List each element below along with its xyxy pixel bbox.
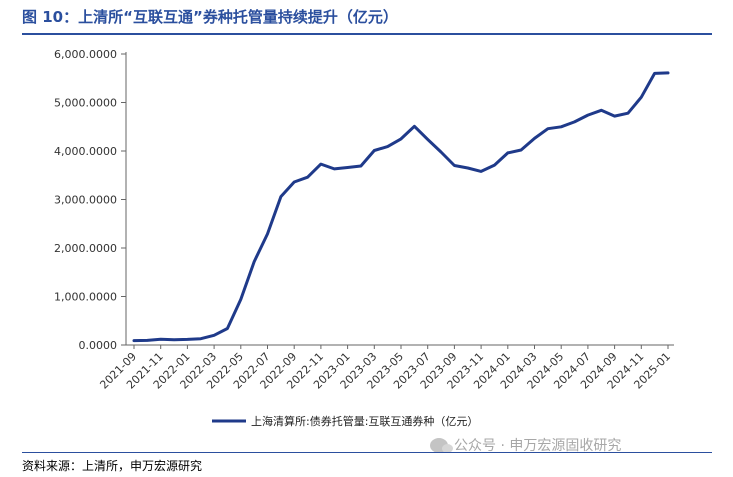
source-note: 资料来源：上清所，申万宏源研究 (22, 459, 203, 473)
y-axis: 0.0000 1,000.0000 2,000.0000 3,000.0000 4,00… (54, 48, 127, 352)
y-tick-label: 4,000.0000 (54, 145, 117, 158)
footer-divider (22, 452, 712, 453)
series-line (132, 71, 670, 343)
series-group (132, 71, 670, 343)
y-tick-label: 5,000.0000 (54, 97, 117, 110)
x-axis: 2021-092021-112022-012022-032022-052022-… (97, 344, 674, 392)
watermark-text: 公众号 · 申万宏源固收研究 (454, 438, 622, 454)
y-tick-label: 2,000.0000 (54, 242, 117, 255)
title-divider (22, 33, 712, 35)
y-tick-label: 3,000.0000 (54, 194, 117, 207)
y-tick-label: 1,000.0000 (54, 291, 117, 304)
wechat-icon (430, 437, 453, 453)
watermark: 公众号 · 申万宏源固收研究 (430, 435, 621, 455)
figure-title: 图 10：上清所“互联互通”券种托管量持续提升（亿元） (22, 8, 398, 26)
y-tick-label: 6,000.0000 (54, 48, 117, 61)
legend-label: 上海清算所:债券托管量:互联互通券种（亿元） (251, 414, 478, 428)
legend: 上海清算所:债券托管量:互联互通券种（亿元） (212, 414, 478, 428)
y-tick-label: 0.0000 (79, 339, 118, 352)
